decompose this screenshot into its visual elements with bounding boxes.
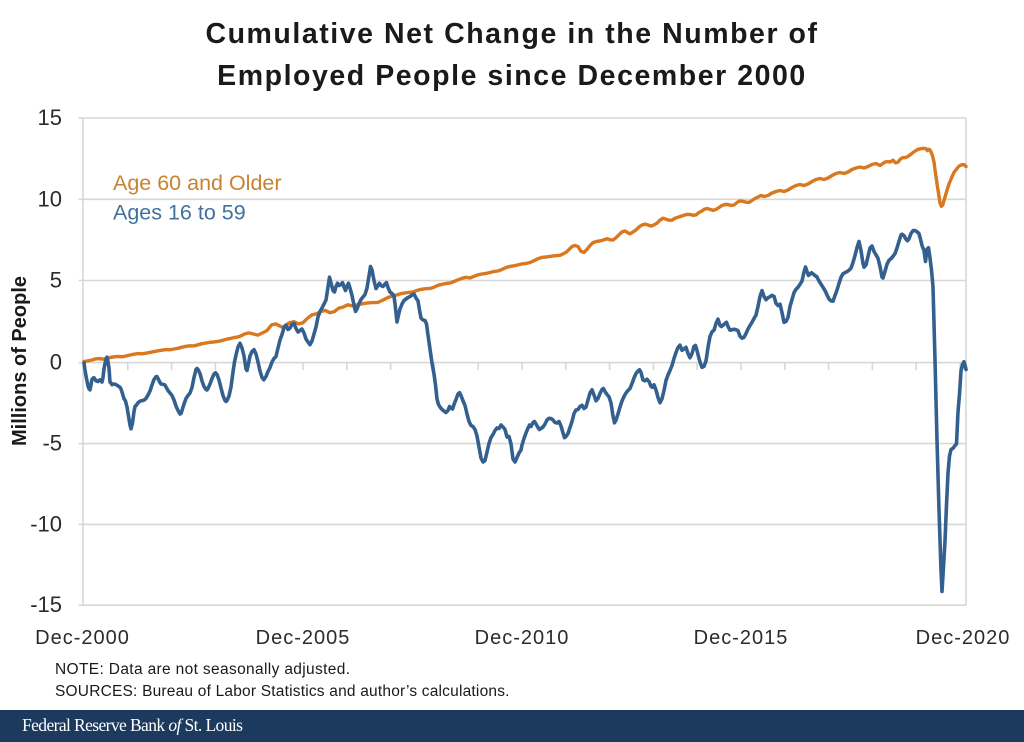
svg-text:15: 15 <box>38 105 62 130</box>
svg-text:10: 10 <box>38 186 62 211</box>
svg-text:Dec-2015: Dec-2015 <box>694 627 789 649</box>
svg-text:Ages 16 to 59: Ages 16 to 59 <box>113 201 246 225</box>
svg-text:0: 0 <box>50 350 62 375</box>
svg-text:5: 5 <box>50 268 62 293</box>
svg-text:Dec-2005: Dec-2005 <box>256 627 351 649</box>
svg-text:Dec-2010: Dec-2010 <box>475 627 570 649</box>
svg-text:Millions of People: Millions of People <box>9 276 31 446</box>
svg-text:Age 60 and Older: Age 60 and Older <box>113 171 282 195</box>
svg-text:Dec-2000: Dec-2000 <box>35 627 130 649</box>
svg-text:-10: -10 <box>30 511 62 536</box>
svg-text:Dec-2020: Dec-2020 <box>916 627 1011 649</box>
svg-text:SOURCES: Bureau of Labor Stati: SOURCES: Bureau of Labor Statistics and … <box>55 683 510 700</box>
svg-text:NOTE: Data are not seasonally: NOTE: Data are not seasonally adjusted. <box>55 661 350 678</box>
svg-text:-15: -15 <box>30 592 62 617</box>
svg-text:-5: -5 <box>42 431 62 456</box>
